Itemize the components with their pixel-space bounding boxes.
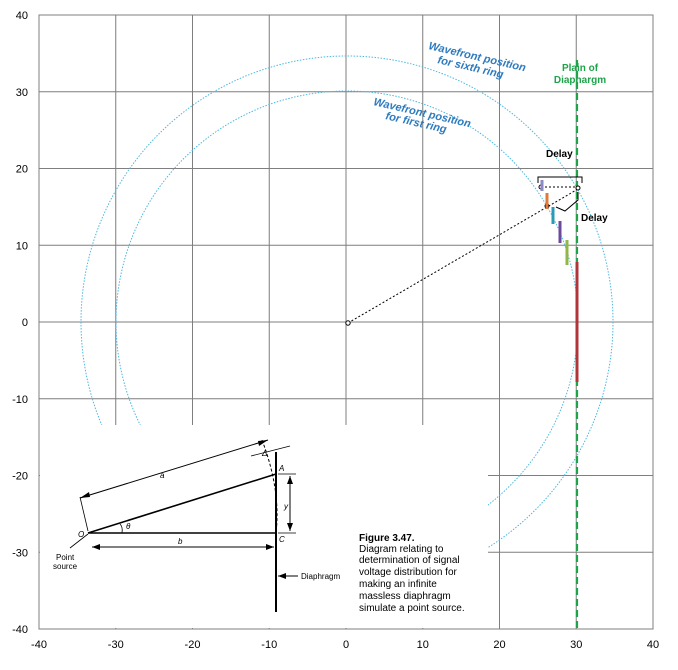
delay-label-top: Delay [546, 149, 573, 160]
inset-label-y: y [283, 502, 289, 511]
x-tick-label: 0 [343, 639, 349, 651]
inset-label-A: A [278, 464, 284, 473]
inset-label-C: C [279, 535, 285, 544]
x-tick-label: 40 [647, 639, 659, 651]
inset-label-b: b [178, 537, 183, 546]
y-tick-label: 0 [22, 317, 28, 329]
x-tick-label: 30 [570, 639, 582, 651]
inset-dimension-a [79, 439, 269, 499]
x-tick-label: 10 [417, 639, 429, 651]
inset-point-source-line2: source [53, 562, 78, 571]
inset-arrow-b-right [266, 544, 274, 550]
inset-line-OA [87, 473, 277, 534]
caption-line-3: voltage distribution for [359, 567, 458, 578]
diaphragm-plane-label-line2: Diaphargm [554, 75, 606, 86]
delay-bracket-top [537, 176, 583, 183]
x-tick-label: -20 [185, 639, 201, 651]
inset-extension-a [79, 496, 89, 532]
caption-line-1: Diagram relating to [359, 544, 444, 555]
inset-diagram: a b y A C O θ Δ Point source Diaphragm F… [40, 425, 488, 628]
inset-arrow-b-left [92, 544, 100, 550]
inset-wavefront-arc [261, 439, 278, 534]
inset-arrow-a-left [80, 492, 90, 498]
point-source-marker [345, 320, 351, 326]
y-tick-label: 10 [16, 240, 28, 252]
inset-point-source-line1: Point [56, 553, 75, 562]
y-tick-label: -20 [12, 471, 28, 483]
inset-label-delta: Δ [261, 449, 267, 458]
caption-line-2: determination of signal [359, 555, 460, 566]
inset-diaphragm-arrowhead [278, 573, 286, 579]
diaphragm-plane-label-line1: Plain of [562, 63, 599, 74]
caption-line-5: massless diaphragm [359, 591, 451, 602]
caption-title: Figure 3.47. [359, 533, 415, 544]
inset-label-theta: θ [126, 522, 131, 531]
inset-arrow-y-bottom [287, 523, 293, 531]
y-tick-label: -30 [12, 547, 28, 559]
inset-background [40, 425, 488, 628]
source-ray [347, 188, 579, 324]
y-tick-label: 20 [16, 164, 28, 176]
inset-delta-line [250, 445, 291, 457]
x-tick-labels: -40 -30 -20 -10 0 10 20 30 40 [31, 639, 659, 651]
x-tick-label: -10 [261, 639, 277, 651]
x-tick-label: -30 [108, 639, 124, 651]
inset-arrow-a-right [258, 440, 268, 446]
y-tick-labels: 40 30 20 10 0 -10 -20 -30 -40 [12, 10, 28, 636]
inset-label-a: a [160, 471, 165, 480]
y-tick-label: -40 [12, 624, 28, 636]
caption-line-6: simulate a point source. [359, 603, 465, 614]
inset-arrow-y-top [287, 476, 293, 484]
y-tick-label: 30 [16, 87, 28, 99]
delay-bracket-side [555, 192, 579, 212]
x-tick-label: -40 [31, 639, 47, 651]
delay-label-side: Delay [581, 213, 608, 224]
inset-point-source-pointer [69, 533, 89, 549]
inset-label-O: O [78, 530, 84, 539]
y-tick-label: 40 [16, 10, 28, 22]
inset-theta-arc [119, 523, 123, 534]
inset-diaphragm-label: Diaphragm [301, 572, 340, 581]
y-tick-label: -10 [12, 394, 28, 406]
caption-line-4: making an infinite [359, 579, 437, 590]
x-tick-label: 20 [493, 639, 505, 651]
delay-marker-right [575, 185, 581, 191]
